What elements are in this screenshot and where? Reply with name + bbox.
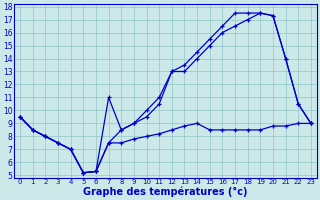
X-axis label: Graphe des températures (°c): Graphe des températures (°c) bbox=[83, 187, 248, 197]
